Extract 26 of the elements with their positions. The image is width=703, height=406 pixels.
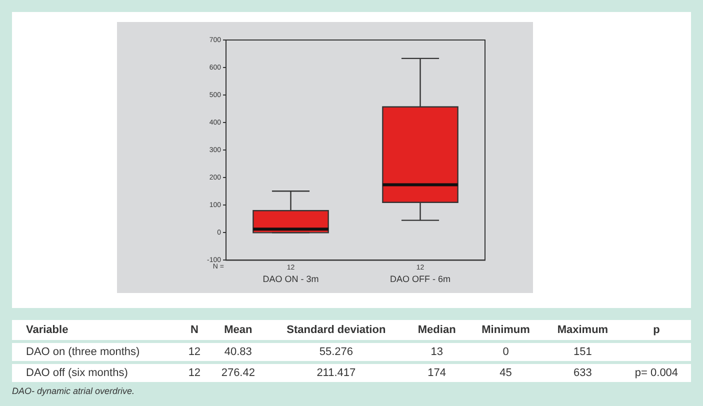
category-label: Variable xyxy=(25,323,70,338)
category-label: Median xyxy=(416,323,457,338)
text: 12 xyxy=(188,346,201,358)
text: 40.83 xyxy=(224,346,252,358)
x-tick-label: DAO ON - 3m xyxy=(262,274,319,284)
text: 0 xyxy=(502,346,509,358)
text: 151 xyxy=(574,346,592,358)
category-label: p xyxy=(652,323,661,338)
text: 633 xyxy=(574,367,592,379)
text: 12 xyxy=(188,367,201,379)
text: DAO- dynamic atrial overdrive. xyxy=(12,386,136,396)
category-label: Minimum xyxy=(480,323,531,338)
text: 276.42 xyxy=(221,367,255,379)
text: 211.417 xyxy=(316,367,356,379)
text: 45 xyxy=(500,367,512,379)
text: p= 0.004 xyxy=(634,367,678,379)
category-label: Mean xyxy=(223,323,254,338)
category-label: Standard deviation xyxy=(286,323,387,338)
text: 55.276 xyxy=(319,346,353,358)
text: DAO on (three months) xyxy=(26,346,140,358)
text: DAO off (six months) xyxy=(26,367,128,379)
x-tick-label: DAO OFF - 6m xyxy=(390,274,451,284)
text: 174 xyxy=(428,367,446,379)
category-label: Maximum xyxy=(556,323,610,338)
category-label: N xyxy=(189,323,200,338)
text: 13 xyxy=(430,346,443,358)
